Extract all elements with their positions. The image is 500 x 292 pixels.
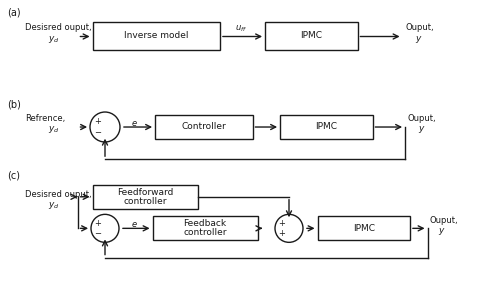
- Text: Feedforward: Feedforward: [117, 188, 173, 197]
- Text: +: +: [94, 117, 102, 126]
- Text: $y$: $y$: [415, 34, 422, 45]
- FancyBboxPatch shape: [92, 185, 198, 209]
- FancyBboxPatch shape: [318, 216, 410, 240]
- Text: IPMC: IPMC: [353, 224, 375, 232]
- Text: Ouput,: Ouput,: [405, 23, 434, 32]
- Text: Refrence,: Refrence,: [25, 114, 65, 123]
- Text: +: +: [94, 219, 102, 227]
- Text: −: −: [94, 229, 102, 238]
- Text: $y_d$: $y_d$: [48, 124, 59, 135]
- FancyBboxPatch shape: [265, 22, 358, 50]
- Text: IPMC: IPMC: [316, 122, 338, 131]
- Text: +: +: [278, 229, 285, 238]
- Text: (a): (a): [8, 7, 21, 17]
- Text: $y$: $y$: [418, 124, 425, 135]
- Text: Ouput,: Ouput,: [429, 216, 458, 225]
- Text: Feedback: Feedback: [184, 219, 226, 228]
- Text: (b): (b): [8, 99, 22, 109]
- Text: Desisred ouput,: Desisred ouput,: [25, 23, 92, 32]
- Text: $u_{ff}$: $u_{ff}$: [236, 24, 248, 34]
- Text: $y_d$: $y_d$: [48, 200, 59, 211]
- Text: controller: controller: [183, 228, 227, 237]
- Ellipse shape: [275, 214, 303, 242]
- Text: controller: controller: [123, 197, 167, 206]
- Text: $y_d$: $y_d$: [48, 34, 59, 45]
- FancyBboxPatch shape: [280, 115, 372, 139]
- Text: (c): (c): [8, 171, 20, 181]
- Text: IPMC: IPMC: [300, 31, 322, 40]
- Text: Inverse model: Inverse model: [124, 31, 188, 40]
- Text: $y$: $y$: [438, 226, 446, 237]
- Ellipse shape: [90, 112, 120, 142]
- FancyBboxPatch shape: [155, 115, 252, 139]
- Text: Ouput,: Ouput,: [408, 114, 436, 123]
- Text: +: +: [278, 219, 285, 227]
- FancyBboxPatch shape: [92, 22, 220, 50]
- Ellipse shape: [91, 214, 119, 242]
- Text: $e$: $e$: [130, 220, 138, 229]
- Text: $e$: $e$: [130, 119, 138, 128]
- FancyBboxPatch shape: [152, 216, 258, 240]
- Text: Controller: Controller: [182, 122, 226, 131]
- Text: Desisred ouput,: Desisred ouput,: [25, 190, 92, 199]
- Text: −: −: [94, 128, 102, 137]
